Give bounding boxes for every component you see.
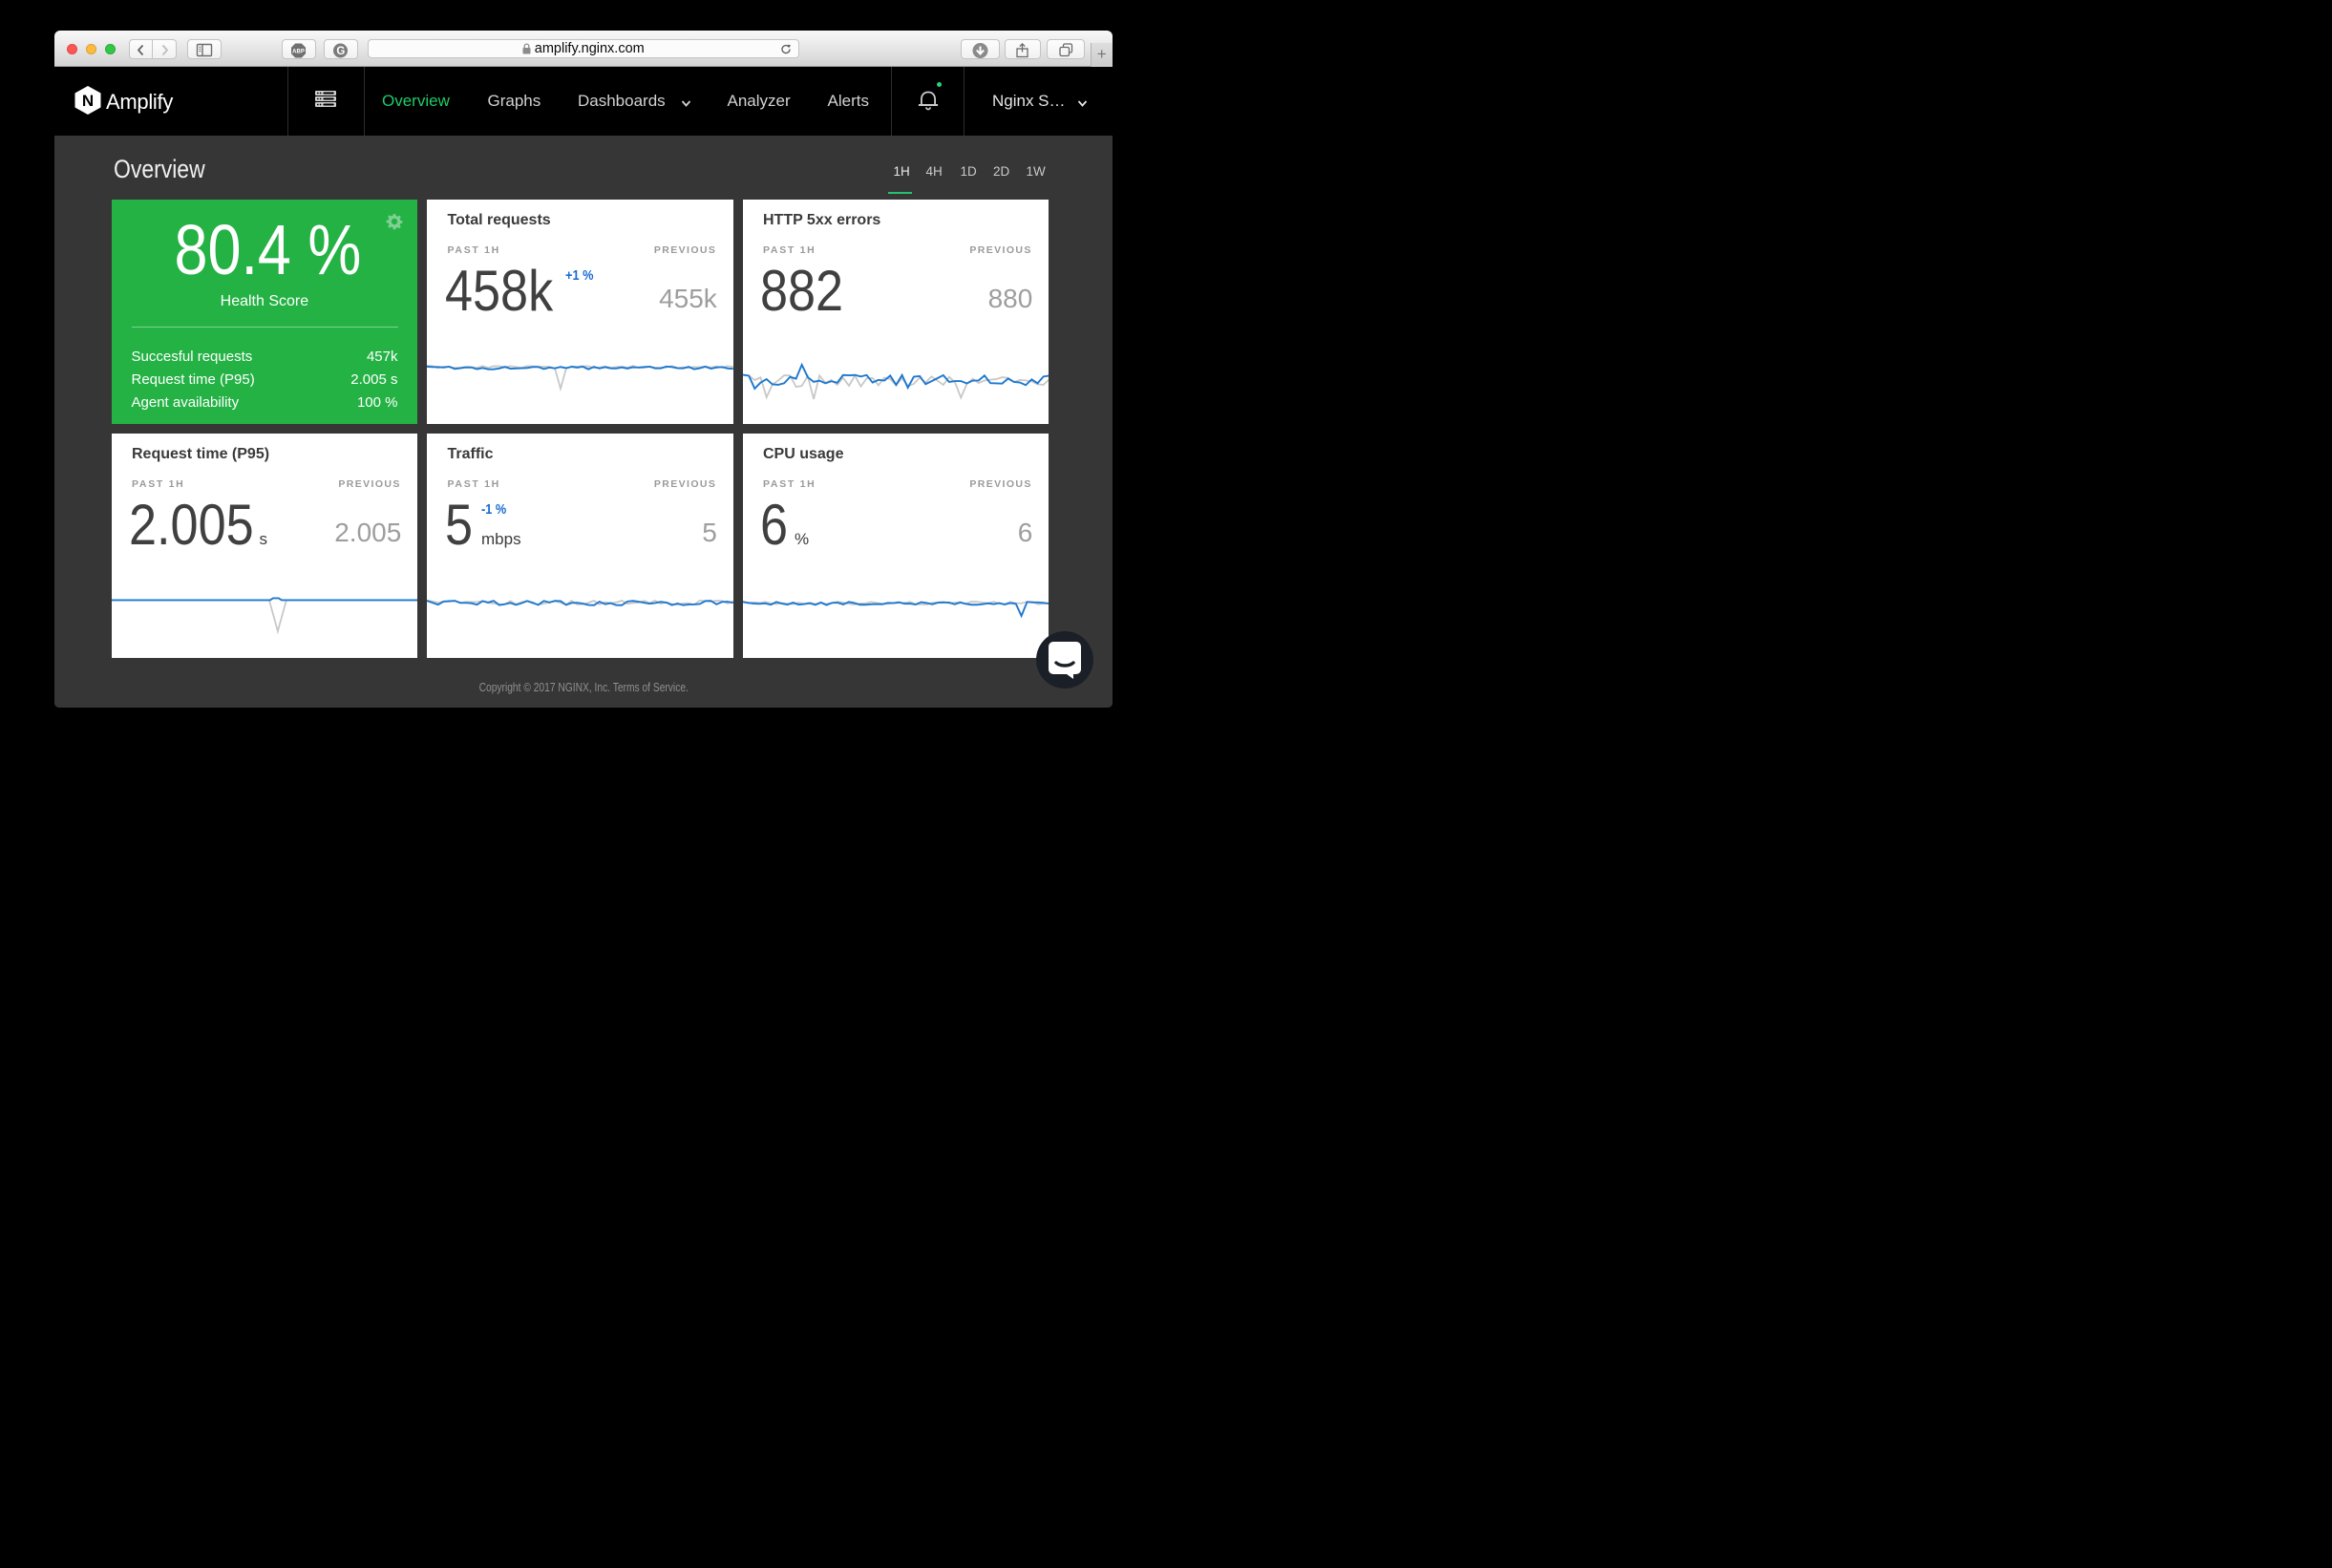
- svg-text:N: N: [81, 92, 93, 110]
- svg-text:ABP: ABP: [292, 49, 305, 54]
- svg-text:G: G: [337, 46, 346, 57]
